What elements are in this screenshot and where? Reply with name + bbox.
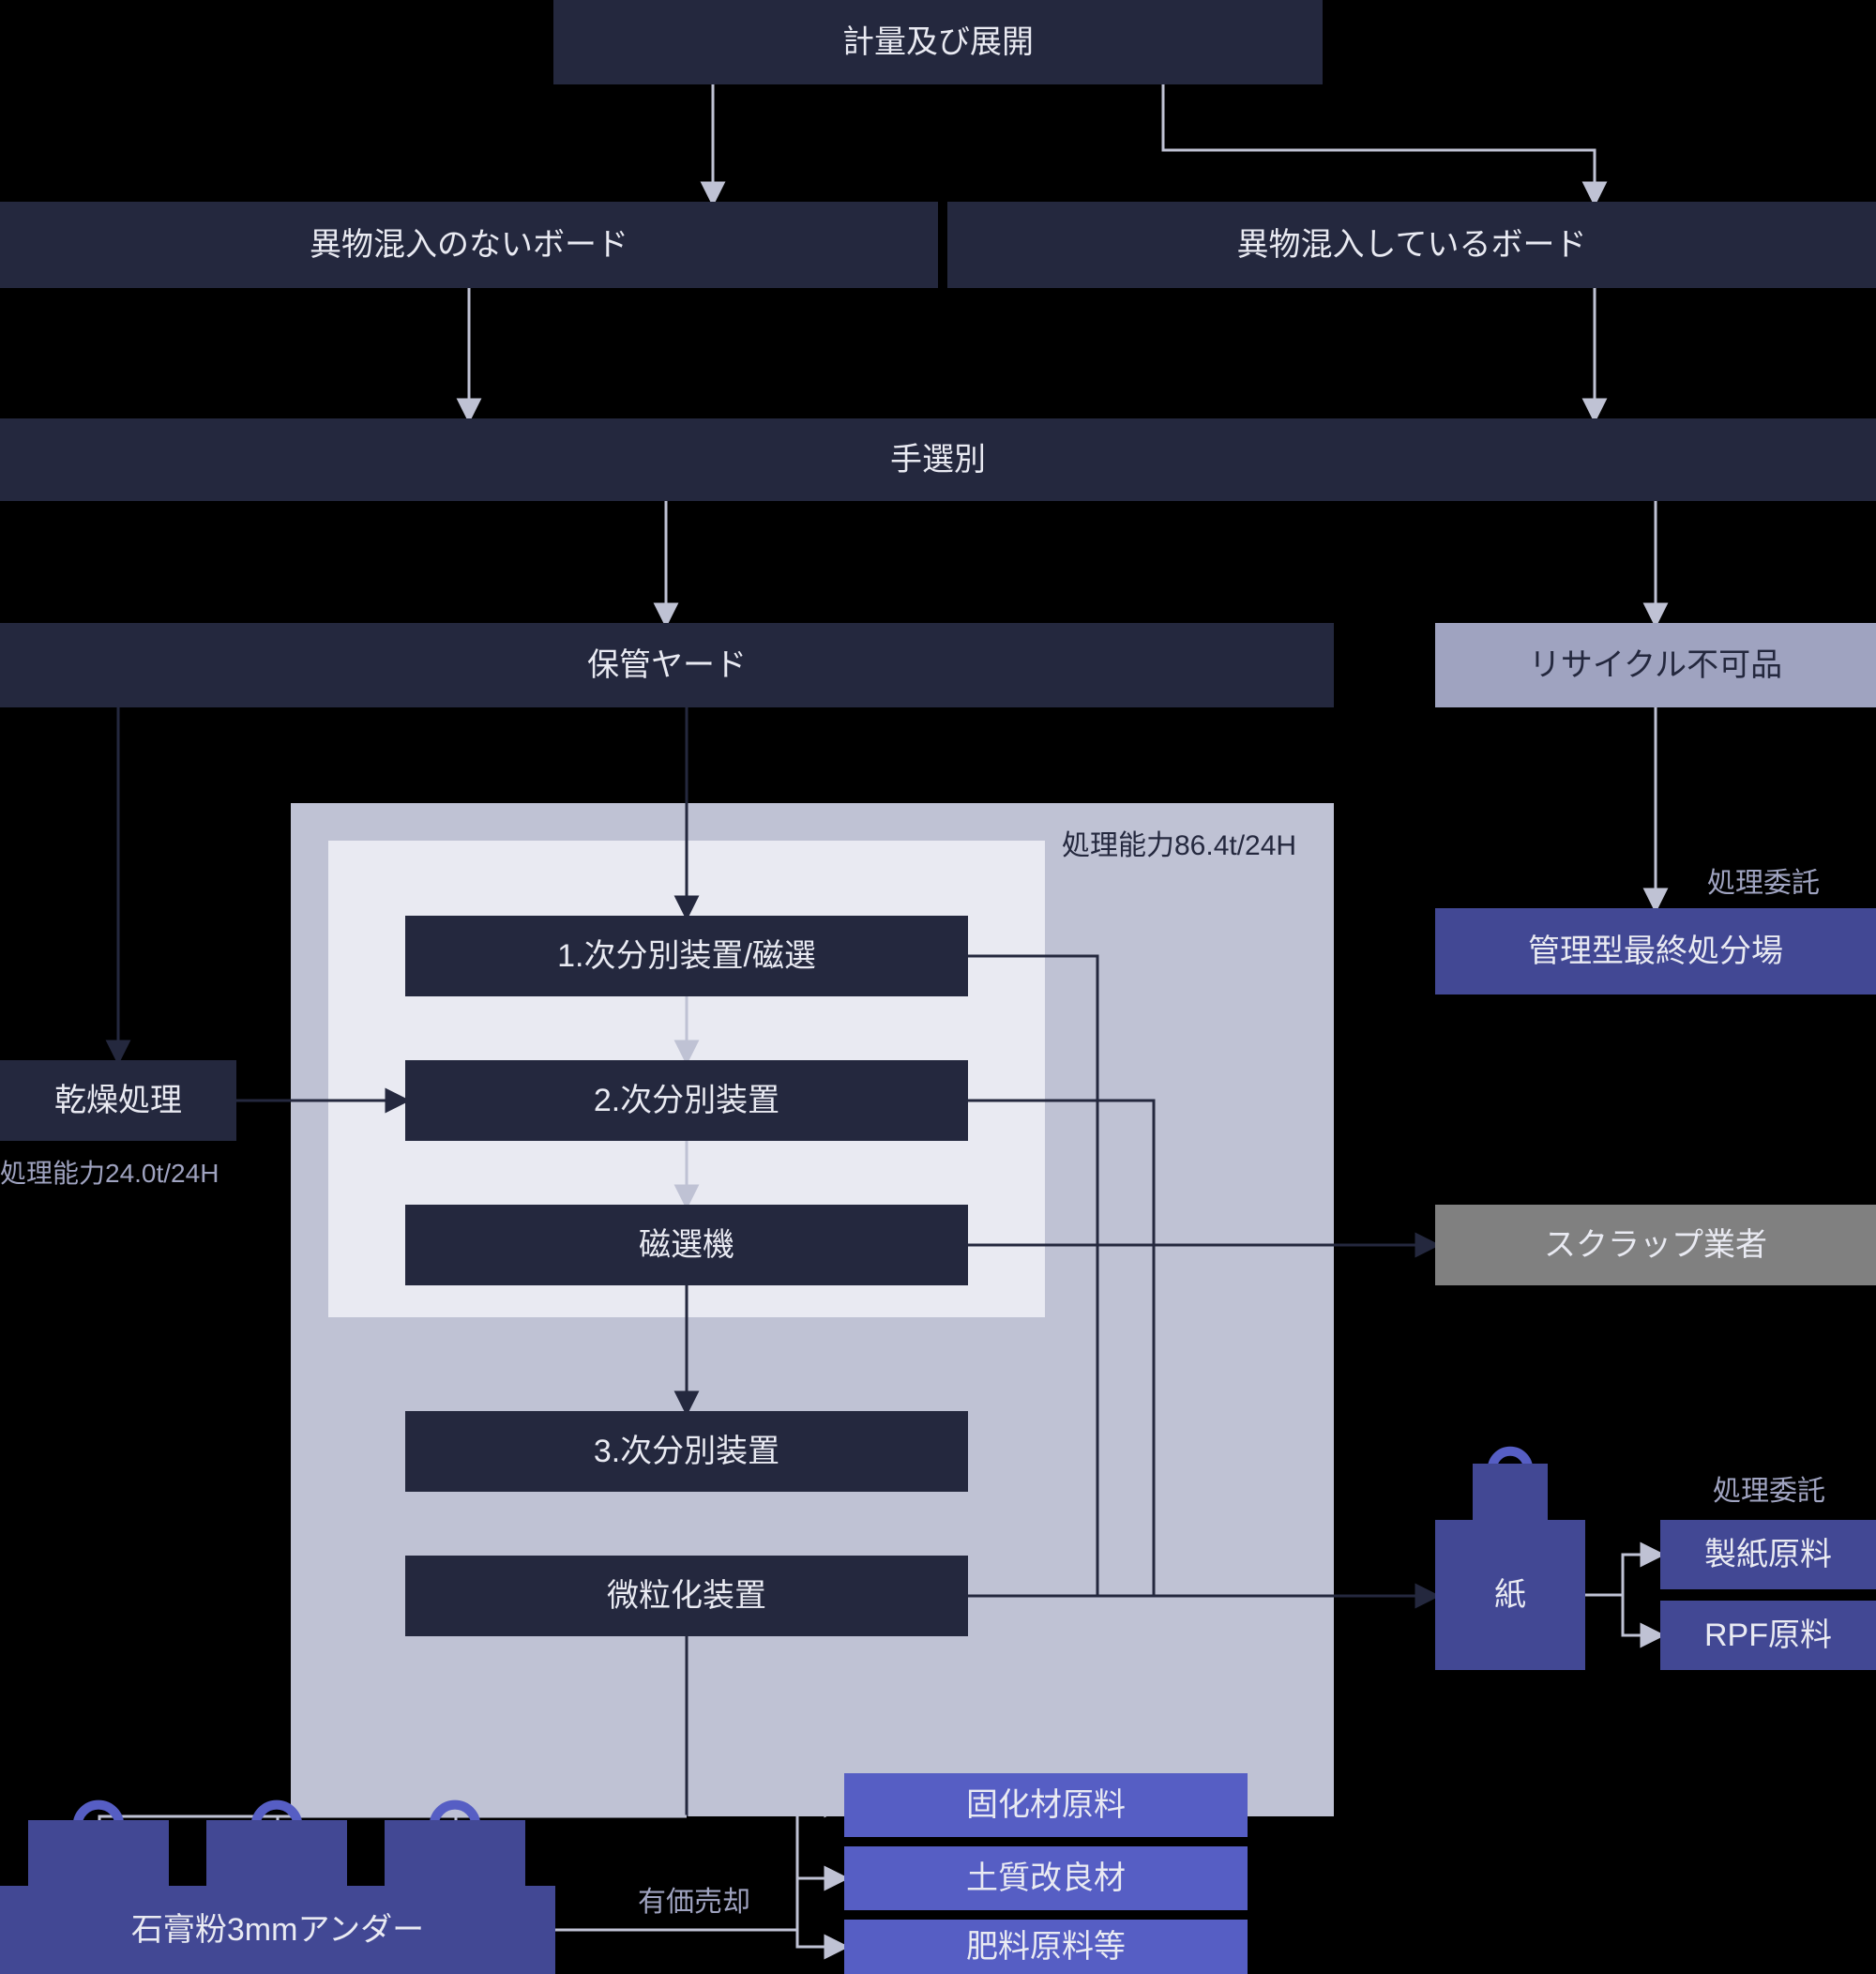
n-weigh-label: 計量及び展開 bbox=[842, 23, 1034, 62]
n-solid-label: 固化材原料 bbox=[966, 1786, 1126, 1825]
bag-paper bbox=[1473, 1451, 1548, 1520]
flowchart-canvas: 計量及び展開異物混入のないボード 異物混入しているボード手選別保管ヤード リサイクル… bbox=[0, 0, 1876, 1974]
n-disposal-label: 管理型最終処分場 bbox=[1528, 933, 1783, 971]
lbl-outsrc1: 処理委託 bbox=[1707, 867, 1820, 901]
n-contam-board-label: 異物混入しているボード bbox=[1237, 226, 1587, 265]
n-dry: 乾燥処理 bbox=[0, 1060, 236, 1141]
n-step2: 2.次分別装置 bbox=[405, 1060, 968, 1141]
n-weigh: 計量及び展開 bbox=[553, 0, 1323, 84]
n-yard: 保管ヤード bbox=[0, 623, 1334, 707]
n-not-recycle-label: リサイクル不可品 bbox=[1529, 646, 1782, 685]
n-gypsum: 石膏粉3mmアンダー bbox=[0, 1886, 555, 1974]
n-hand-sort: 手選別 bbox=[0, 418, 1876, 501]
n-gypsum-label: 石膏粉3mmアンダー bbox=[131, 1911, 424, 1950]
n-step2-label: 2.次分別装置 bbox=[594, 1082, 779, 1120]
n-step1: 1.次分別装置/磁選 bbox=[405, 916, 968, 996]
n-soil: 土質改良材 bbox=[844, 1846, 1248, 1910]
lbl-sale: 有価売却 bbox=[638, 1886, 750, 1920]
n-rpf: RPF原料 bbox=[1660, 1601, 1876, 1670]
n-solid: 固化材原料 bbox=[844, 1773, 1248, 1837]
n-disposal: 管理型最終処分場 bbox=[1435, 908, 1876, 995]
n-clean-board-label: 異物混入のないボード bbox=[310, 226, 628, 265]
n-step3: 3.次分別装置 bbox=[405, 1411, 968, 1492]
n-not-recycle: リサイクル不可品 bbox=[1435, 623, 1876, 707]
n-fert: 肥料原料等 bbox=[844, 1920, 1248, 1974]
lbl-cap-dry: 処理能力24.0t/24H bbox=[0, 1158, 219, 1190]
n-step1-label: 1.次分別装置/磁選 bbox=[557, 937, 816, 976]
n-papermat-label: 製紙原料 bbox=[1704, 1536, 1832, 1574]
n-magsep-label: 磁選機 bbox=[639, 1226, 734, 1265]
lbl-outsrc2: 処理委託 bbox=[1713, 1475, 1825, 1509]
n-rpf-label: RPF原料 bbox=[1704, 1617, 1832, 1655]
lbl-cap-inner: 処理能力86.4t/24H bbox=[1062, 829, 1296, 863]
n-scrap: スクラップ業者 bbox=[1435, 1205, 1876, 1285]
n-contam-board: 異物混入しているボード bbox=[947, 202, 1876, 288]
n-scrap-label: スクラップ業者 bbox=[1544, 1226, 1767, 1265]
n-fert-label: 肥料原料等 bbox=[966, 1928, 1126, 1966]
n-fine: 微粒化装置 bbox=[405, 1556, 968, 1636]
n-paper: 紙 bbox=[1435, 1520, 1585, 1670]
e21 bbox=[1585, 1595, 1660, 1635]
n-papermat: 製紙原料 bbox=[1660, 1520, 1876, 1589]
n-dry-label: 乾燥処理 bbox=[54, 1082, 182, 1120]
e20 bbox=[1585, 1555, 1660, 1595]
n-magsep: 磁選機 bbox=[405, 1205, 968, 1285]
e26 bbox=[797, 1878, 844, 1930]
e27 bbox=[797, 1930, 844, 1947]
e2 bbox=[1163, 84, 1595, 202]
n-hand-sort-label: 手選別 bbox=[890, 441, 986, 479]
n-clean-board: 異物混入のないボード bbox=[0, 202, 938, 288]
n-paper-label: 紙 bbox=[1494, 1576, 1526, 1615]
n-step3-label: 3.次分別装置 bbox=[594, 1433, 779, 1471]
n-fine-label: 微粒化装置 bbox=[607, 1577, 766, 1616]
n-yard-label: 保管ヤード bbox=[587, 646, 747, 685]
n-soil-label: 土質改良材 bbox=[966, 1860, 1126, 1898]
